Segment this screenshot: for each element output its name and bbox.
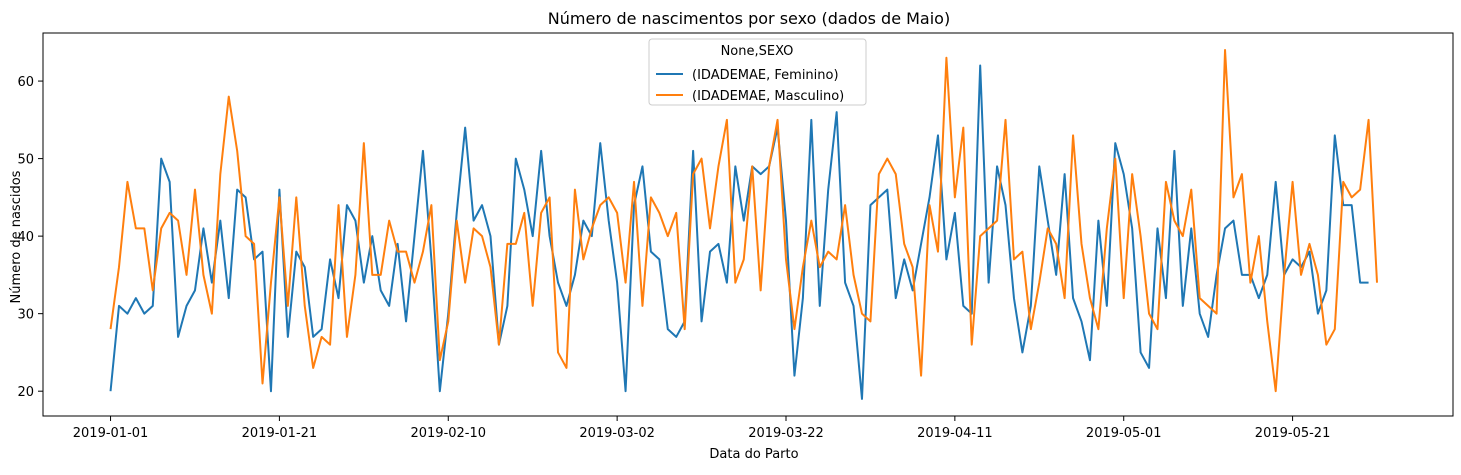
x-tick-label: 2019-05-21 — [1255, 426, 1331, 441]
x-tick-label: 2019-02-10 — [410, 426, 486, 441]
legend-entry-label: (IDADEMAE, Feminino) — [692, 68, 839, 83]
chart-title: Número de nascimentos por sexo (dados de… — [548, 9, 950, 28]
x-tick-label: 2019-01-21 — [242, 426, 318, 441]
series-line-masculino — [109, 49, 1379, 393]
x-tick-label: 2019-03-02 — [579, 426, 655, 441]
x-tick-label: 2019-05-01 — [1086, 426, 1162, 441]
x-tick-label: 2019-03-22 — [748, 426, 824, 441]
plot-area — [109, 49, 1379, 400]
x-axis-label: Data do Parto — [709, 447, 798, 462]
y-tick-label: 30 — [17, 308, 34, 323]
x-tick-label: 2019-04-11 — [917, 426, 993, 441]
legend-entry-label: (IDADEMAE, Masculino) — [692, 89, 844, 104]
legend-title: None,SEXO — [721, 44, 794, 59]
y-tick-label: 40 — [17, 230, 34, 245]
axes-frame — [42, 32, 1454, 417]
legend: None,SEXO (IDADEMAE, Feminino) (IDADEMAE, … — [648, 38, 867, 106]
y-tick-label: 20 — [17, 385, 34, 400]
legend-box — [648, 38, 867, 106]
y-axis-label: Número de nascidos — [9, 170, 24, 303]
y-tick-label: 60 — [17, 75, 34, 90]
axes: 2019-01-01 2019-01-21 2019-02-10 2019-03-02… — [17, 32, 1454, 441]
x-tick-label: 2019-01-01 — [73, 426, 149, 441]
y-tick-label: 50 — [17, 153, 34, 168]
series-line-feminino — [109, 64, 1369, 400]
